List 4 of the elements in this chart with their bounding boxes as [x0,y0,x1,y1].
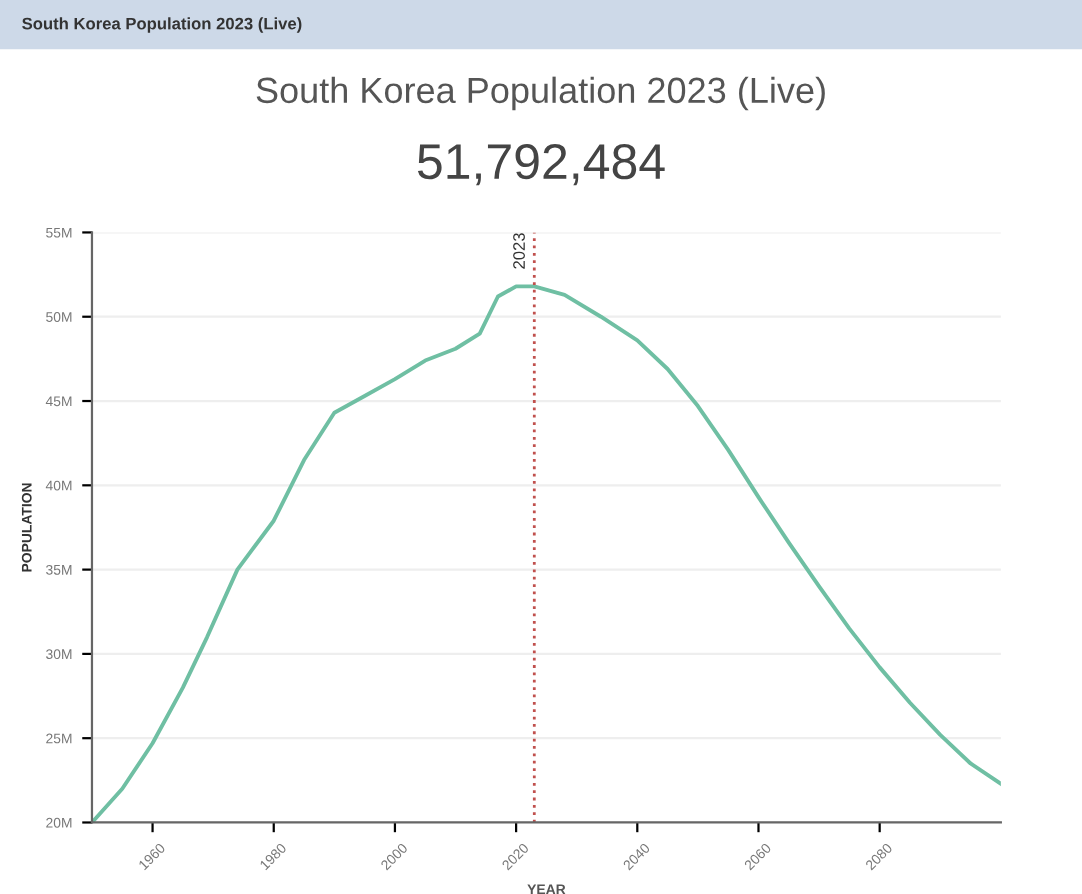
chart-title: South Korea Population 2023 (Live) [256,76,825,111]
ref-line-label: 2023 [513,233,525,269]
text: South Korea Population 2023 (Live) [22,17,302,33]
chart-subtitle: 51,792,484 [417,143,665,186]
